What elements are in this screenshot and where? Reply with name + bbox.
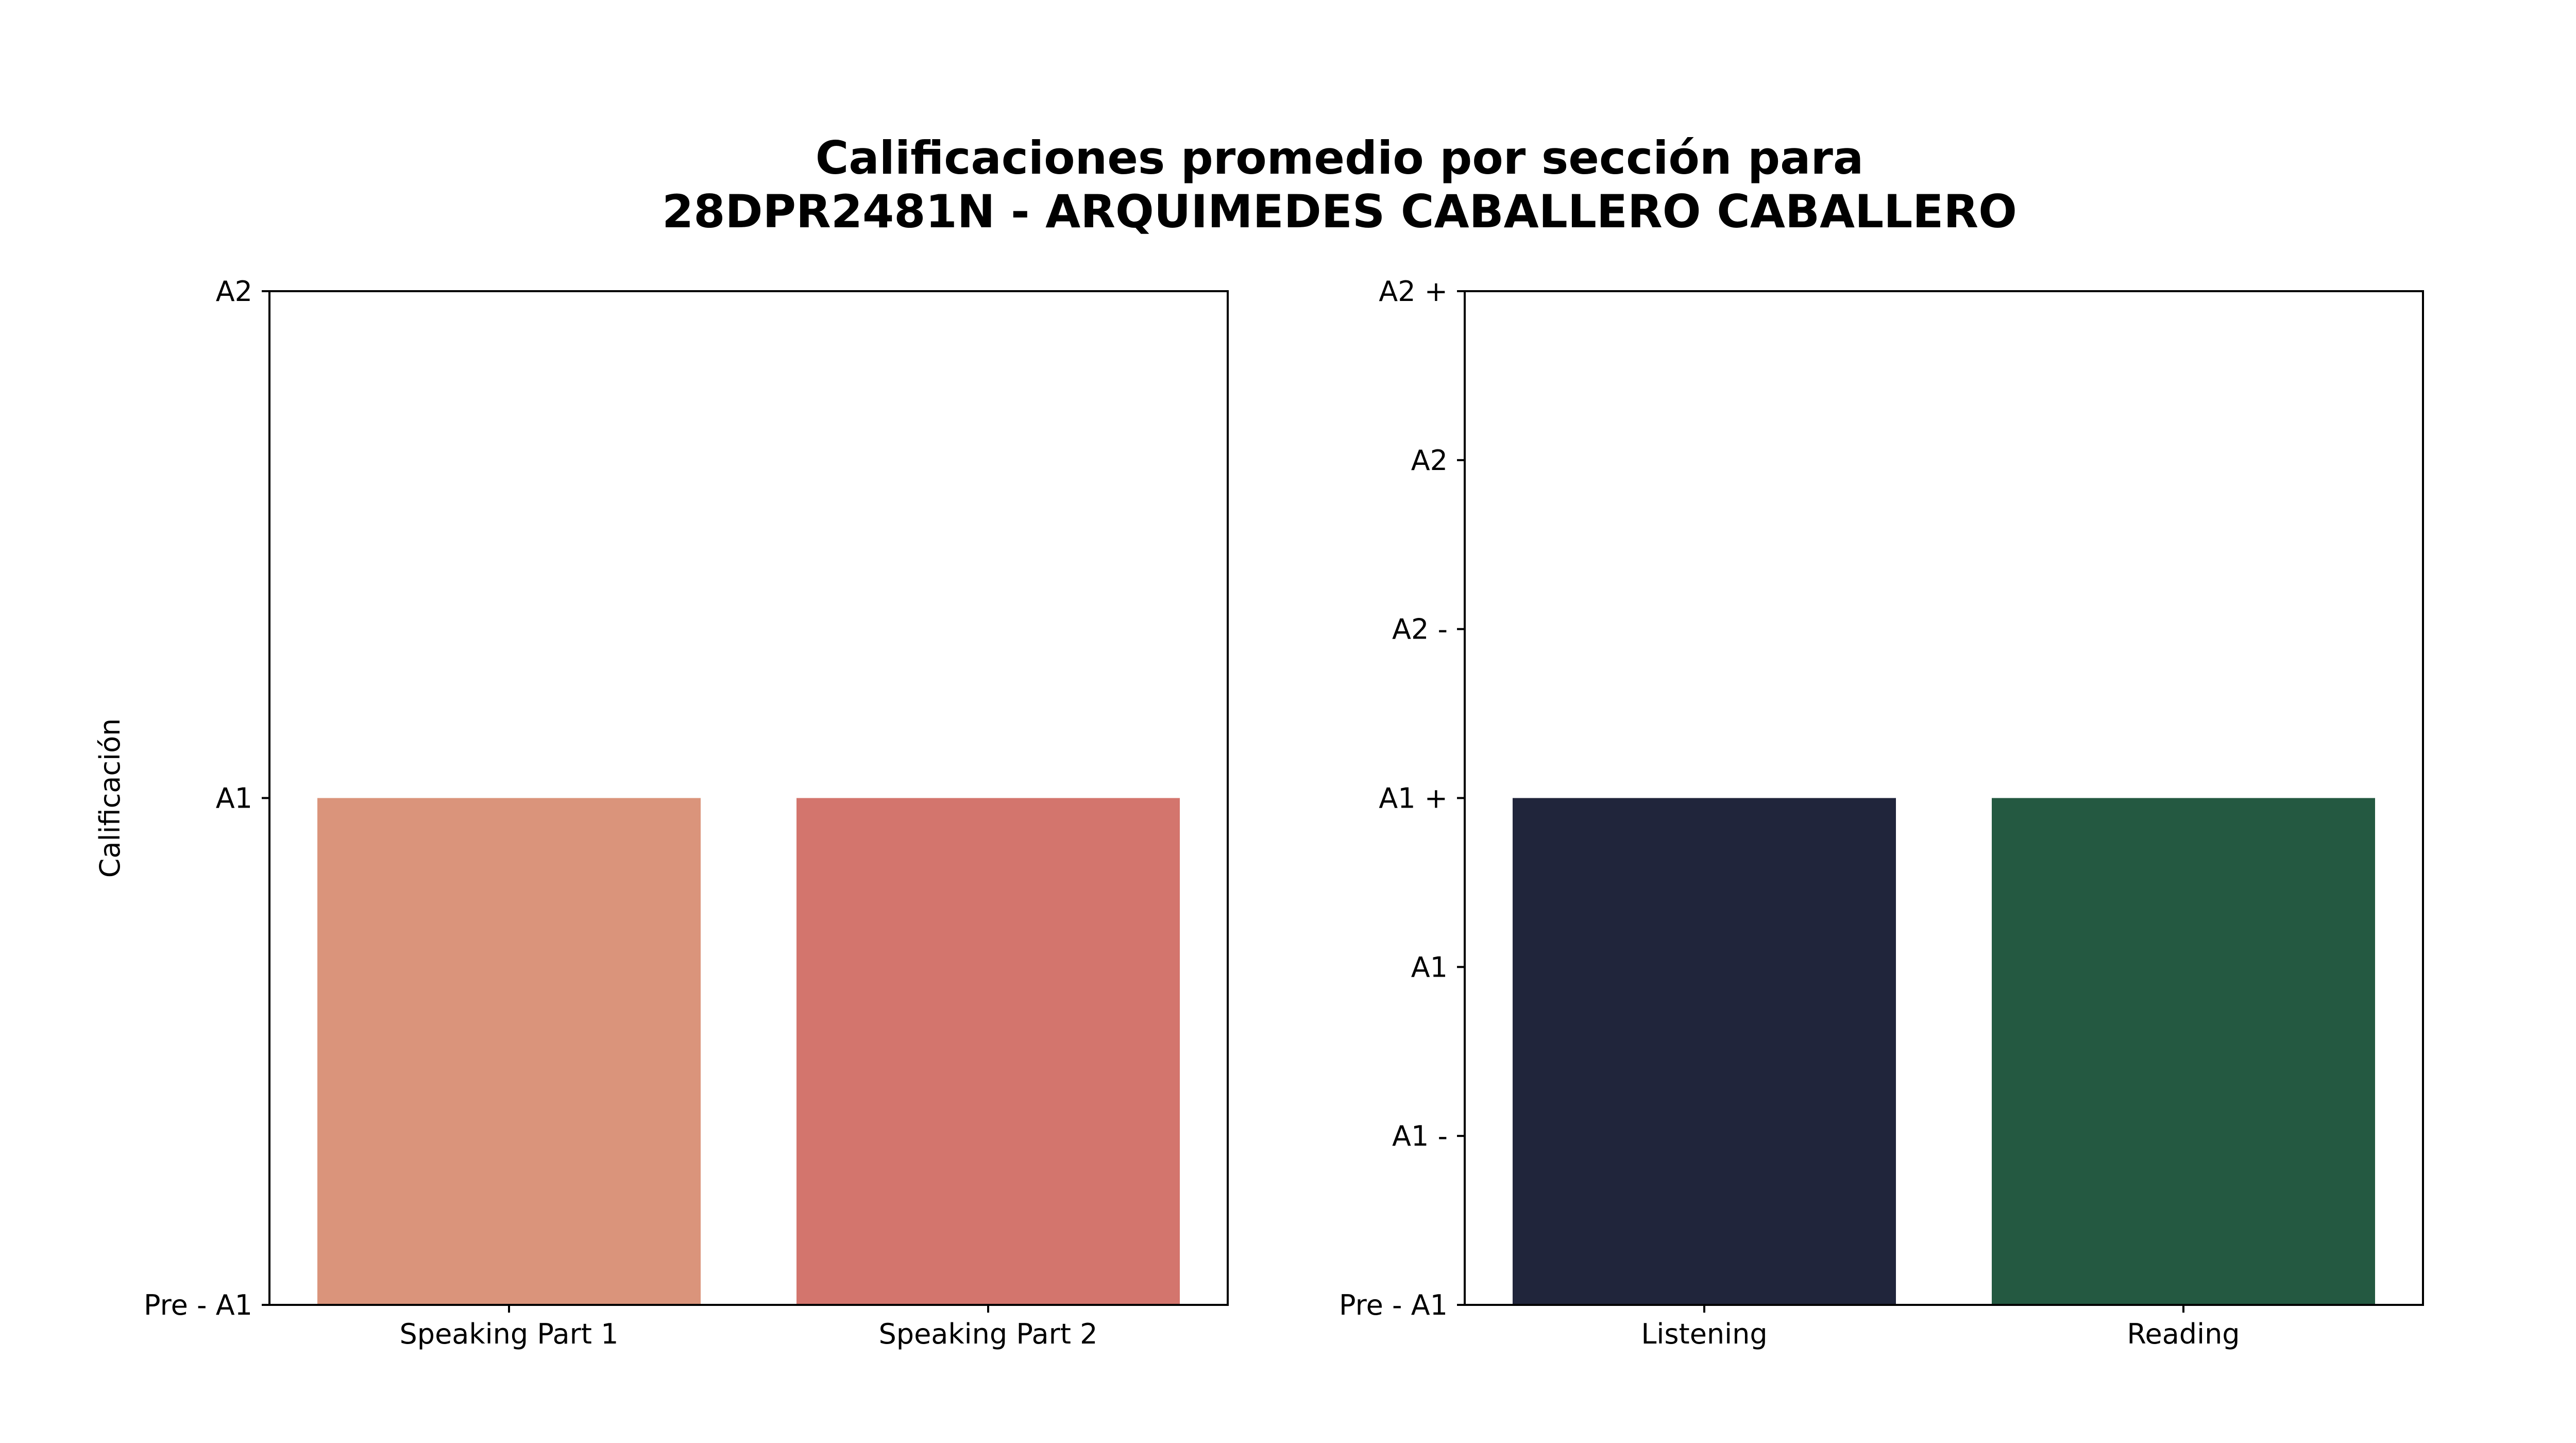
y-axis-label-1: Calificación [94,718,126,878]
y-tick-label-1-1: Pre - A1 [144,1289,252,1321]
y-tick-label-2-1: Pre - A1 [1339,1289,1448,1321]
bar-1-2 [796,798,1180,1305]
y-tick-label-2-6: A2 [1411,444,1448,477]
x-tick-label-2-1: Listening [1641,1318,1767,1350]
y-tick-label-2-3: A1 [1411,951,1448,983]
x-tick-label-1-2: Speaking Part 2 [879,1318,1098,1350]
y-tick-label-1-3: A2 [216,275,252,308]
chart-title: Calificaciones promedio por sección para… [0,131,2576,239]
y-tick-label-1-2: A1 [216,782,252,815]
chart-title-line-2: 28DPR2481N - ARQUIMEDES CABALLERO CABALL… [662,185,2017,238]
bar-2-1 [1513,798,1896,1305]
x-tick-label-2-2: Reading [2127,1318,2240,1350]
y-tick-label-2-7: A2 + [1379,275,1448,308]
x-tick-label-1-1: Speaking Part 1 [400,1318,619,1350]
y-tick-label-2-4: A1 + [1379,782,1448,815]
bar-1-1 [317,798,701,1305]
y-tick-label-2-2: A1 - [1392,1120,1448,1152]
bar-2-2 [1992,798,2375,1305]
chart-title-line-1: Calificaciones promedio por sección para [815,131,1864,184]
y-tick-label-2-5: A2 - [1392,613,1448,646]
